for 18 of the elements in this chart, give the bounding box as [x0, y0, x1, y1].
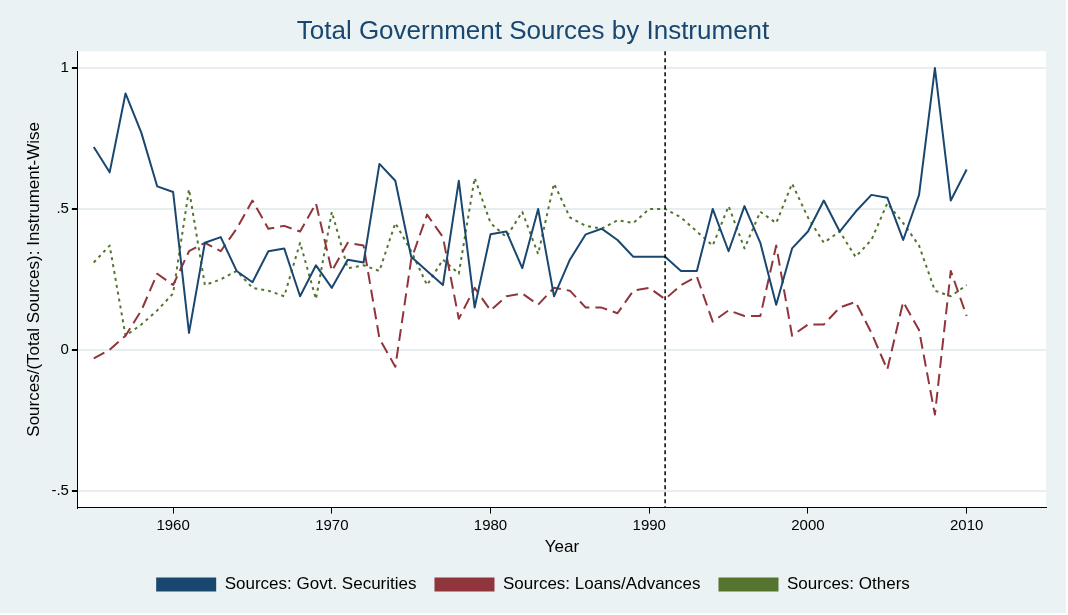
x-tick-label: 1990 [632, 515, 666, 533]
line-series [92, 176, 968, 337]
y-tick-label: -.5 [51, 480, 69, 498]
line-series [92, 199, 968, 416]
x-tick-label: 1980 [473, 515, 508, 533]
legend-label: Sources: Govt. Securities [224, 574, 417, 594]
legend-label: Sources: Loans/Advances [502, 574, 701, 594]
y-tick-label: .5 [56, 199, 69, 217]
y-tick-label: 0 [60, 339, 69, 357]
x-tick-label: 1960 [156, 515, 190, 533]
x-tick-label: 2010 [949, 515, 984, 533]
chart-title: Total Government Sources by Instrument [296, 14, 771, 45]
legend-label: Sources: Others [786, 574, 910, 594]
x-axis-title: Year [544, 537, 580, 557]
x-tick-label: 1970 [315, 515, 349, 533]
y-axis-title: Sources/(Total Sources): Instrument-Wise [23, 122, 43, 437]
y-tick-label: 1 [60, 58, 69, 76]
x-tick-label: 2000 [791, 515, 825, 533]
